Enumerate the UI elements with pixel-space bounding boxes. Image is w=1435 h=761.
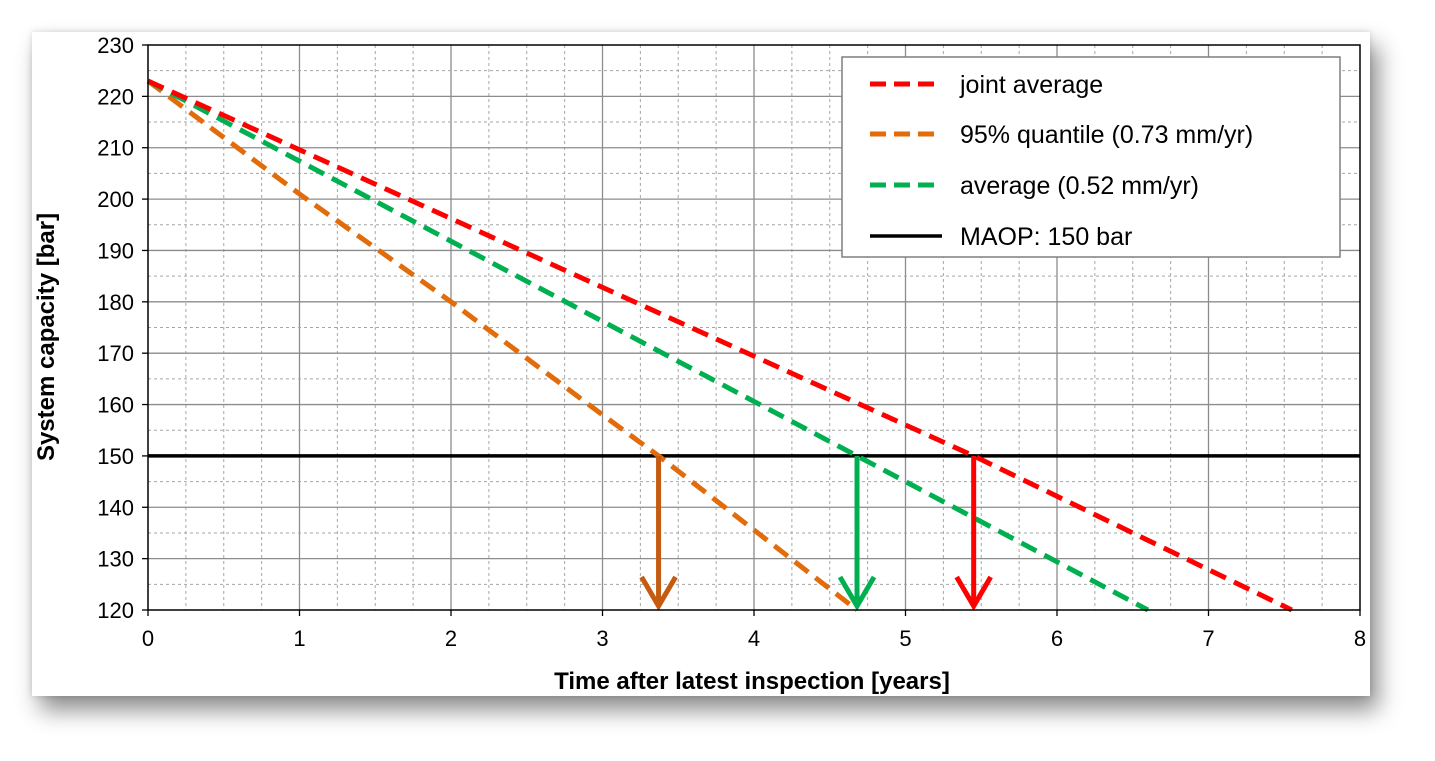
- y-tick-label: 190: [97, 238, 134, 263]
- arrow-head: [954, 575, 993, 611]
- x-tick-label: 8: [1354, 626, 1366, 651]
- legend: joint average 95% quantile (0.73 mm/yr) …: [841, 56, 1341, 258]
- series-line-average-0-52-mm-yr: [146, 78, 1150, 613]
- x-tick-label: 2: [445, 626, 457, 651]
- y-tick-label: 150: [97, 444, 134, 469]
- y-tick-label: 180: [97, 290, 134, 315]
- arrow-head: [837, 575, 877, 611]
- arrow-head: [639, 575, 678, 611]
- y-tick-labels: 120 130 140 150 160 170 180 190 200 210 220 230: [97, 33, 148, 623]
- y-tick-label: 170: [97, 341, 134, 366]
- legend-label-joint-average: joint average: [959, 71, 1103, 99]
- y-tick-label: 130: [97, 547, 134, 572]
- x-tick-label: 1: [293, 626, 305, 651]
- series-line-joint-average: [146, 78, 1293, 613]
- arrow-layer: [639, 455, 993, 611]
- y-tick-label: 200: [97, 187, 134, 212]
- y-tick-label: 210: [97, 136, 134, 161]
- x-tick-label: 5: [899, 626, 911, 651]
- x-tick-labels: 0 1 2 3 4 5 6 7 8: [142, 610, 1366, 651]
- y-tick-label: 140: [97, 495, 134, 520]
- series-line-95-quantile-0-73-mm-yr: [146, 78, 859, 612]
- y-tick-label: 230: [97, 33, 134, 58]
- legend-box: [841, 56, 1341, 258]
- y-axis-title: System capacity [bar]: [33, 213, 60, 461]
- legend-label-maop: MAOP: 150 bar: [960, 223, 1132, 251]
- legend-label-95-quantile: 95% quantile (0.73 mm/yr): [960, 121, 1253, 149]
- y-tick-label: 220: [97, 84, 134, 109]
- legend-label-average: average (0.52 mm/yr): [960, 172, 1199, 200]
- series-layer: [146, 78, 1360, 613]
- x-tick-label: 4: [748, 626, 760, 651]
- x-tick-label: 7: [1202, 626, 1214, 651]
- y-tick-label: 120: [97, 598, 134, 623]
- y-tick-label: 160: [97, 393, 134, 418]
- x-tick-label: 6: [1051, 626, 1063, 651]
- x-tick-label: 3: [596, 626, 608, 651]
- x-axis-title: Time after latest inspection [years]: [554, 668, 950, 695]
- x-tick-label: 0: [142, 626, 154, 651]
